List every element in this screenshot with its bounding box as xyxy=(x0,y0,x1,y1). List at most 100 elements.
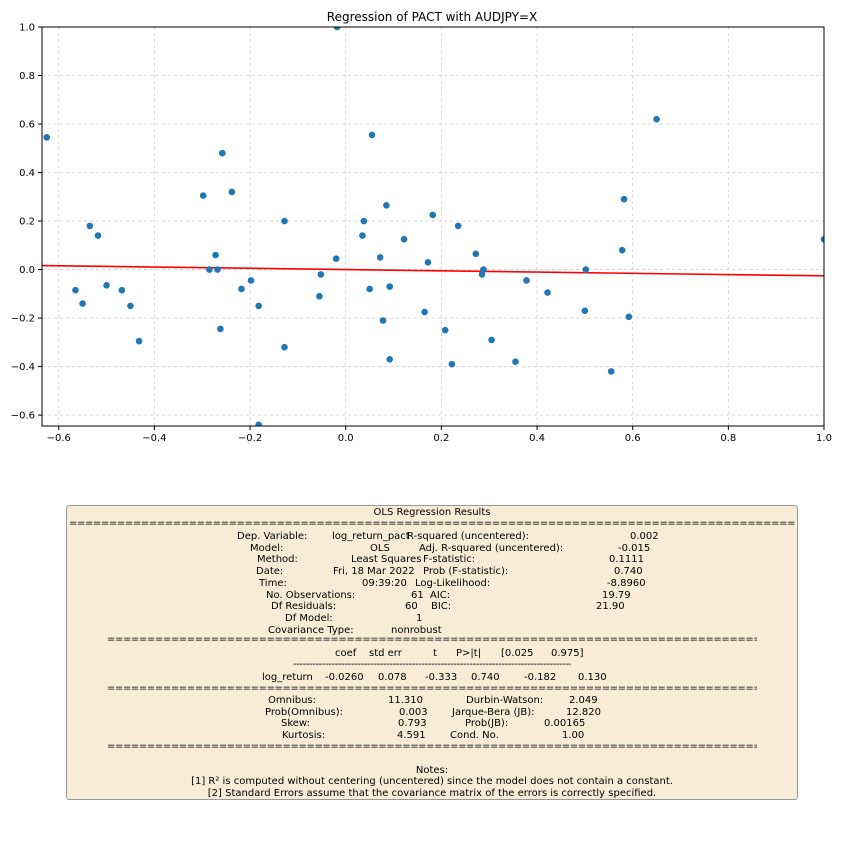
scatter-point xyxy=(480,266,487,273)
scatter-point xyxy=(118,286,126,294)
coef-variable: log_return xyxy=(262,672,313,683)
model-info-row: Date: Fri, 18 Mar 2022 Prob (F-statistic):… xyxy=(67,566,797,578)
x-tick-label: 1.0 xyxy=(816,433,832,444)
scatter-point xyxy=(317,271,325,278)
coef-header-row: coef std err t P>|t| [0.025 0.975] xyxy=(67,648,797,660)
scatter-point xyxy=(820,235,824,243)
scatter-point xyxy=(544,289,551,296)
info-value: OLS xyxy=(370,542,390,554)
regression-scatter-chart: Regression of PACT with AUDJPY=X −0.6 −0.… xyxy=(11,10,832,445)
x-tick-label: 0.0 xyxy=(338,433,354,444)
y-tick-label: 1.0 xyxy=(19,23,35,34)
scatter-point xyxy=(581,307,589,315)
scatter-point xyxy=(247,277,255,284)
diag-label: Cond. No. xyxy=(450,730,499,742)
scatter-point xyxy=(421,308,428,316)
diag-label: Kurtosis: xyxy=(282,730,326,742)
regression-fit-line xyxy=(41,264,825,277)
scatter-point xyxy=(383,201,390,209)
x-tick-label: 0.6 xyxy=(625,433,641,444)
separator-double: ========================================… xyxy=(107,741,757,752)
stat-label: BIC: xyxy=(431,601,452,613)
separator-double: ========================================… xyxy=(107,683,757,694)
coef-column-header: std err xyxy=(369,648,402,659)
scatter-point xyxy=(359,232,366,239)
scatter-point xyxy=(620,195,628,203)
diag-value: 0.003 xyxy=(399,706,428,718)
stat-label: AIC: xyxy=(430,589,451,601)
x-tick-label: 0.2 xyxy=(433,433,449,444)
scatter-point xyxy=(366,285,373,293)
model-info-row: Method: Least Squares F-statistic: 0.1111 xyxy=(67,554,797,566)
y-tick-label: 0.8 xyxy=(19,71,35,82)
model-info-row: Time: 09:39:20 Log-Likelihood: -8.8960 xyxy=(67,578,797,590)
coef-value: 0.130 xyxy=(578,672,607,683)
scatter-point xyxy=(454,222,462,230)
scatter-point xyxy=(379,317,387,324)
stat-value: 0.002 xyxy=(630,531,659,542)
model-info-row: No. Observations: 61 AIC: 19.79 xyxy=(67,590,797,602)
x-tick-label: 0.8 xyxy=(720,433,736,444)
diag-label: Prob(Omnibus): xyxy=(265,706,344,718)
info-value: 09:39:20 xyxy=(362,577,407,589)
scatter-point xyxy=(376,254,384,261)
diag-value: 0.00165 xyxy=(544,718,586,730)
scatter-point xyxy=(512,358,519,366)
axes: −0.6 −0.4 −0.2 0.0 0.2 0.4 0.6 0.8 1.0 −0.6 −0.4 −0… xyxy=(11,23,832,445)
coef-column-header: P>|t| xyxy=(456,648,482,659)
scatter-point xyxy=(316,292,323,300)
notes-title: Notes: xyxy=(415,765,449,776)
scatter-point xyxy=(448,360,456,368)
coef-column-header: 0.975] xyxy=(551,648,584,659)
stat-label: Log-Likelihood: xyxy=(415,577,491,589)
info-label: Df Model: xyxy=(285,612,333,624)
diag-value: 1.00 xyxy=(562,730,585,742)
scatter-point xyxy=(94,232,102,239)
diag-label: Skew: xyxy=(281,718,310,730)
y-tick-label: −0.6 xyxy=(11,411,35,422)
scatter-point xyxy=(255,302,262,310)
scatter-point xyxy=(424,258,432,266)
separator-double: ========================================… xyxy=(69,518,795,529)
diag-value: 4.591 xyxy=(397,730,426,742)
diag-value: 2.049 xyxy=(569,695,598,706)
scatter-point xyxy=(281,217,288,225)
diag-label: Prob(JB): xyxy=(465,718,509,730)
info-value: 1 xyxy=(416,612,423,624)
scatter-point xyxy=(360,217,368,225)
stat-label: Adj. R-squared (uncentered): xyxy=(419,542,564,554)
info-value: nonrobust xyxy=(391,624,442,636)
scatter-point xyxy=(79,300,86,307)
ols-summary-box: OLS Regression Results =================… xyxy=(66,505,798,800)
scatter-point xyxy=(219,149,226,157)
scatter-point xyxy=(43,134,51,141)
stat-value: 0.1111 xyxy=(609,554,644,566)
coef-value: 0.078 xyxy=(378,672,407,683)
model-info-row: Df Model: 1 xyxy=(67,613,797,625)
stat-label: R-squared (uncentered): xyxy=(407,531,530,542)
stat-value: -0.015 xyxy=(618,542,651,554)
coef-row: log_return -0.0260 0.078 -0.333 0.740 -0.182 0… xyxy=(67,672,797,684)
info-value: Least Squares xyxy=(351,554,422,566)
stat-value: 0.740 xyxy=(614,566,643,578)
diag-label: Durbin-Watson: xyxy=(466,695,544,706)
x-tick-label: −0.2 xyxy=(238,433,262,444)
scatter-point xyxy=(625,313,633,321)
info-value: 61 xyxy=(411,589,424,601)
scatter-point xyxy=(618,246,626,254)
y-tick-label: −0.2 xyxy=(11,314,35,325)
model-info-row: Df Residuals: 60 BIC: 21.90 xyxy=(67,601,797,613)
model-info-row: Model: OLS Adj. R-squared (uncentered): -0.… xyxy=(67,543,797,555)
coef-value: -0.0260 xyxy=(325,672,364,683)
info-label: Date: xyxy=(256,566,284,578)
model-info-row: Dep. Variable: log_return_pact R-squared (… xyxy=(67,531,797,543)
diagnostics-row: Prob(Omnibus): 0.003 Jarque-Bera (JB): 12.8… xyxy=(67,707,797,719)
scatter-point xyxy=(582,266,590,273)
scatter-point xyxy=(653,115,660,123)
diag-value: 0.793 xyxy=(398,718,427,730)
stat-label: F-statistic: xyxy=(423,554,476,566)
scatter-point xyxy=(441,326,449,334)
y-tick-label: 0.4 xyxy=(19,168,35,179)
info-label: Time: xyxy=(259,577,287,589)
scatter-point xyxy=(472,250,480,258)
